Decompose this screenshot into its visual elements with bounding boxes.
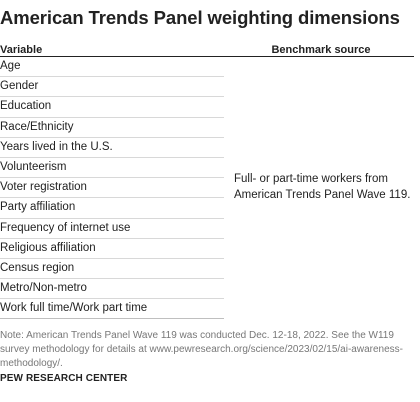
column-header-variable: Variable [0,44,43,56]
table-row: Years lived in the U.S. [0,138,224,158]
table-row: Census region [0,259,224,280]
page-title: American Trends Panel weighting dimensio… [0,7,400,28]
table-row: Party affiliation [0,198,224,219]
table-row: Work full time/Work part time [0,299,224,320]
header-divider [0,56,414,57]
variables-table: Age Gender Education Race/Ethnicity Year… [0,57,224,320]
table-row: Race/Ethnicity [0,118,224,138]
table-row: Age [0,57,224,78]
table-row: Frequency of internet use [0,219,224,239]
footnote: Note: American Trends Panel Wave 119 was… [0,330,403,369]
table-row: Voter registration [0,178,224,199]
benchmark-source-text: Full- or part-time workers from American… [234,173,411,201]
table-row: Volunteerism [0,158,224,179]
source-organization: PEW RESEARCH CENTER [0,373,128,384]
table-row: Education [0,97,224,118]
column-header-benchmark-source: Benchmark source [271,44,371,56]
table-row: Metro/Non-metro [0,279,224,300]
table-row: Religious affiliation [0,239,224,259]
table-row: Gender [0,77,224,98]
